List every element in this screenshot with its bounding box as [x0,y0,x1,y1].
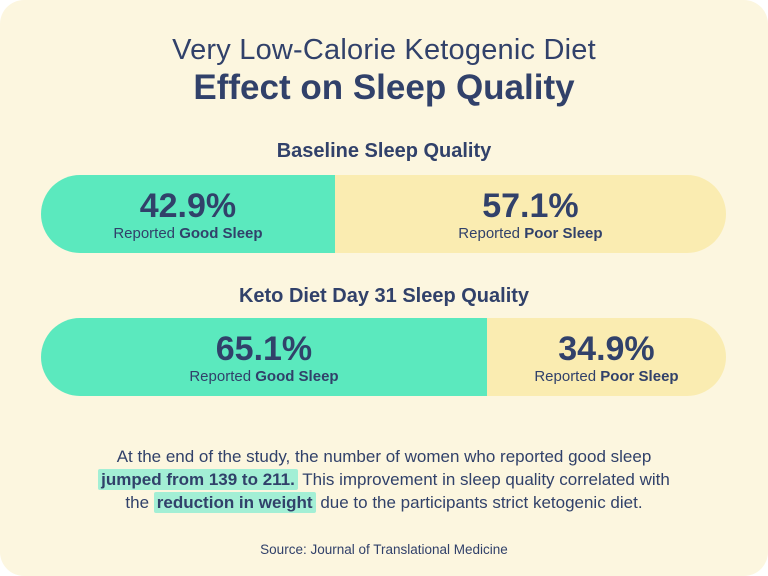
highlight-reduction-in-weight: reduction in weight [153,492,316,513]
baseline-good-percent: 42.9% [139,186,237,225]
keto-good-label: Reported Good Sleep [189,367,339,385]
page-title: Effect on Sleep Quality [193,68,575,107]
baseline-poor-label: Reported Poor Sleep [458,224,603,242]
baseline-good-sleep-segment: 42.9% Reported Good Sleep [41,175,335,253]
summary-paragraph: At the end of the study, the number of w… [64,445,704,514]
keto-poor-label: Reported Poor Sleep [534,367,679,385]
baseline-sleep-bar: 42.9% Reported Good Sleep 57.1% Reported… [41,175,726,253]
baseline-poor-sleep-segment: 57.1% Reported Poor Sleep [334,175,726,253]
summary-line-2: jumped from 139 to 211. This improvement… [64,468,704,491]
keto-good-percent: 65.1% [215,329,313,368]
section-heading-baseline: Baseline Sleep Quality [276,140,492,162]
baseline-good-label: Reported Good Sleep [113,224,263,242]
source-attribution: Source: Journal of Translational Medicin… [260,542,508,557]
keto-good-sleep-segment: 65.1% Reported Good Sleep [41,318,487,396]
title-subtitle: Very Low-Calorie Ketogenic Diet [172,34,596,66]
keto-poor-percent: 34.9% [558,329,655,368]
keto-day-31-sleep-bar: 65.1% Reported Good Sleep 34.9% Reported… [41,318,726,396]
highlight-jumped-139-to-211: jumped from 139 to 211. [98,469,298,490]
baseline-poor-percent: 57.1% [482,186,579,225]
summary-line-1: At the end of the study, the number of w… [116,447,652,466]
keto-poor-sleep-segment: 34.9% Reported Poor Sleep [486,318,726,396]
summary-line-3: the reduction in weight due to the parti… [125,492,643,513]
section-heading-keto-day-31: Keto Diet Day 31 Sleep Quality [238,285,530,307]
